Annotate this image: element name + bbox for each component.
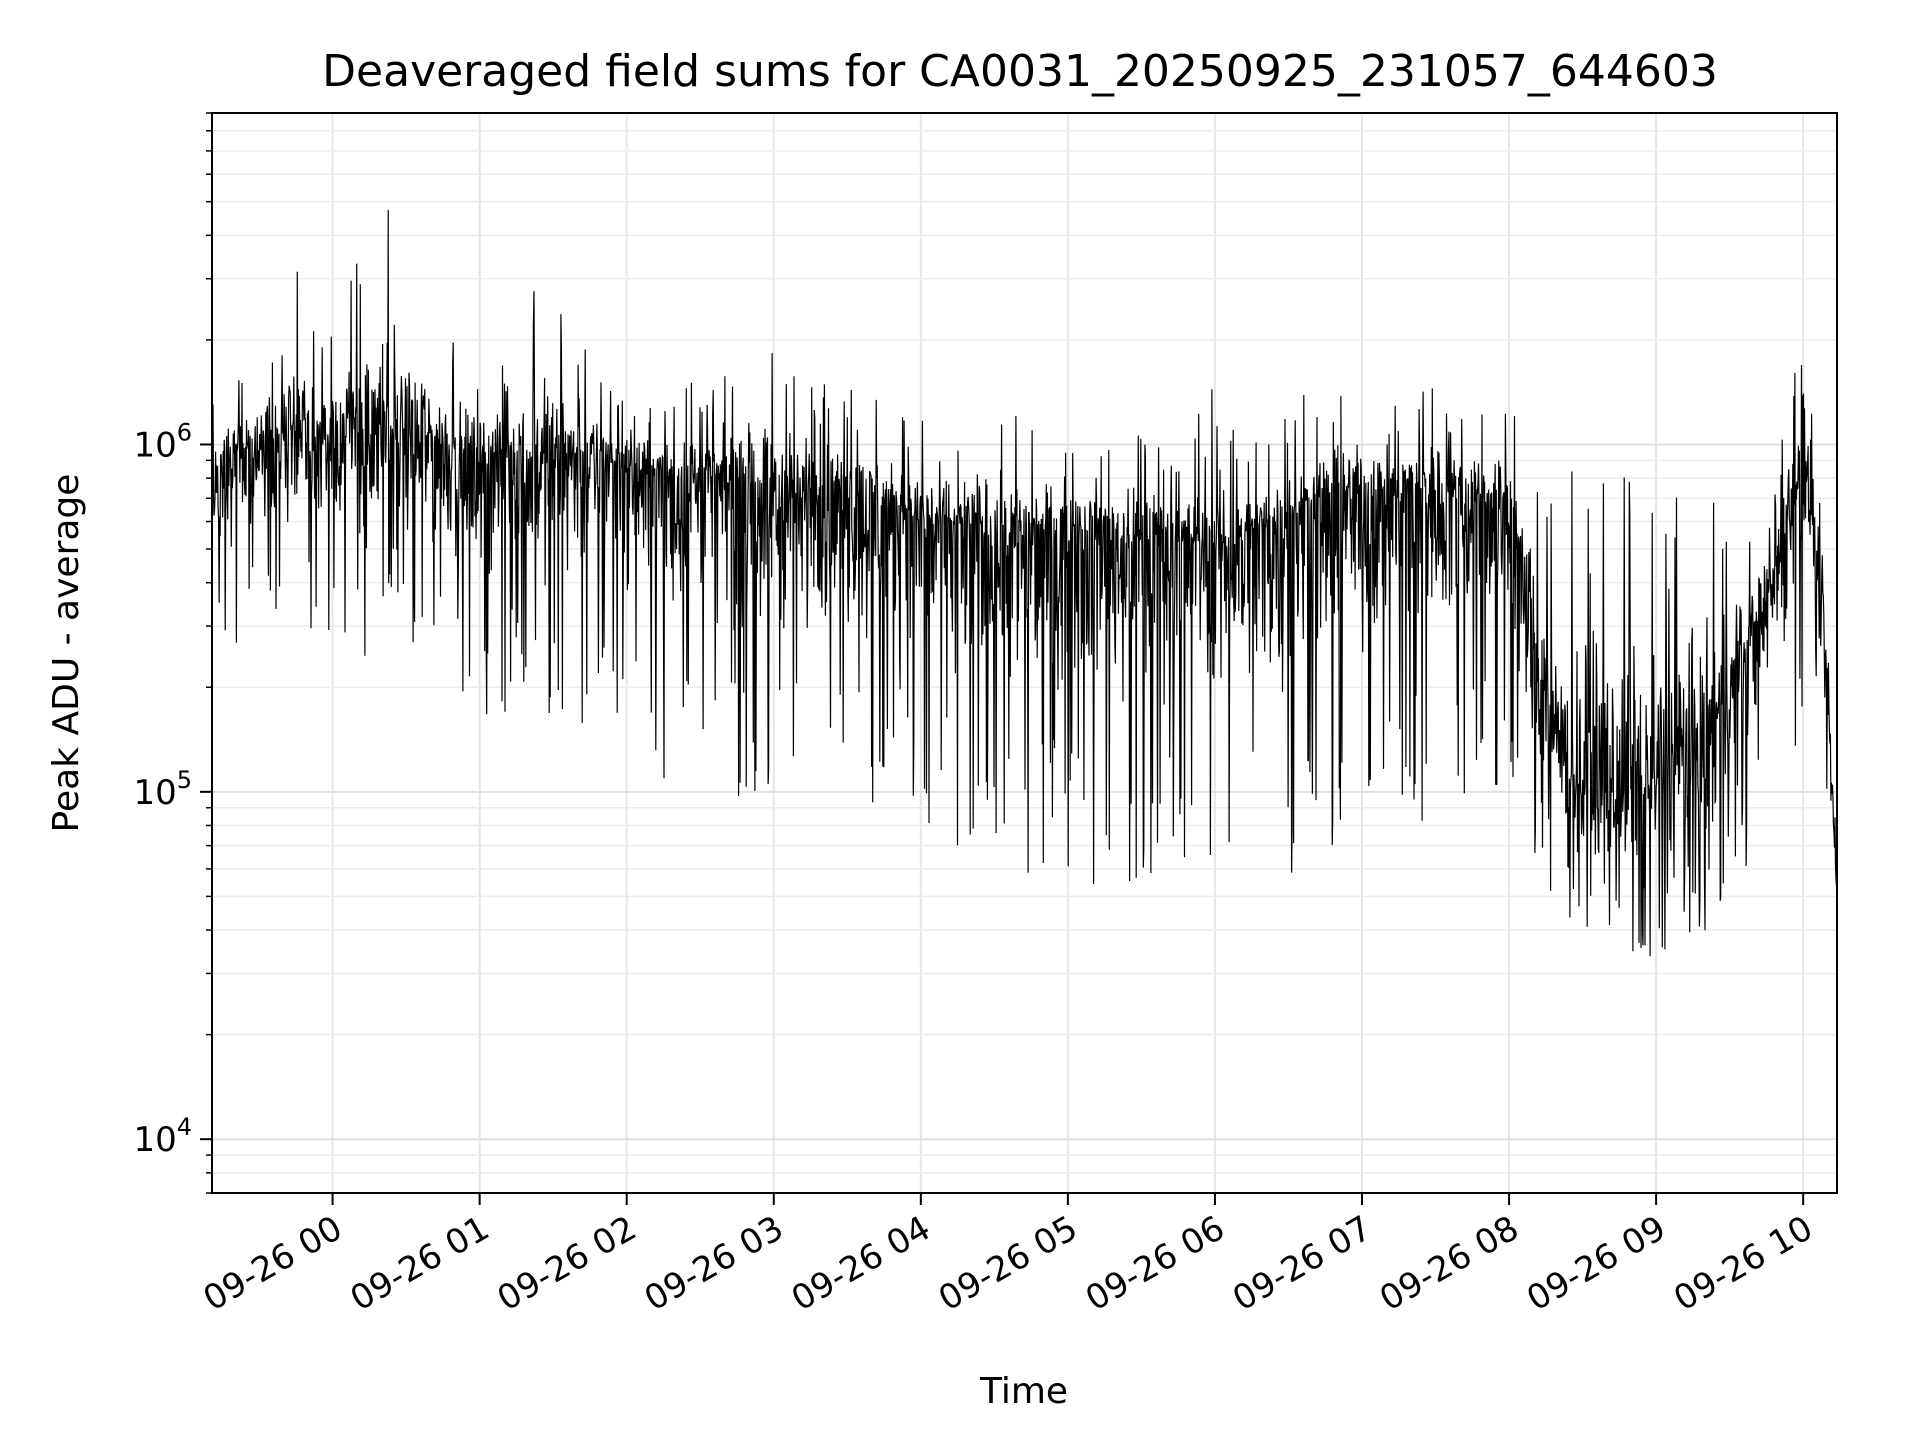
gridlines <box>212 112 1837 1194</box>
data-series <box>211 209 1838 957</box>
plot-frame <box>211 112 1838 1194</box>
chart-title: Deaveraged field sums for CA0031_2025092… <box>322 46 1718 97</box>
y-tick-label: 106 <box>133 418 192 465</box>
x-axis-label: Time <box>979 1371 1068 1412</box>
series-line <box>211 209 1838 957</box>
y-axis-label: Peak ADU - average <box>46 474 87 833</box>
y-tick-label: 105 <box>133 766 192 813</box>
y-tick-label: 104 <box>133 1113 192 1160</box>
y-axis: 104 105 106 <box>133 112 212 1194</box>
